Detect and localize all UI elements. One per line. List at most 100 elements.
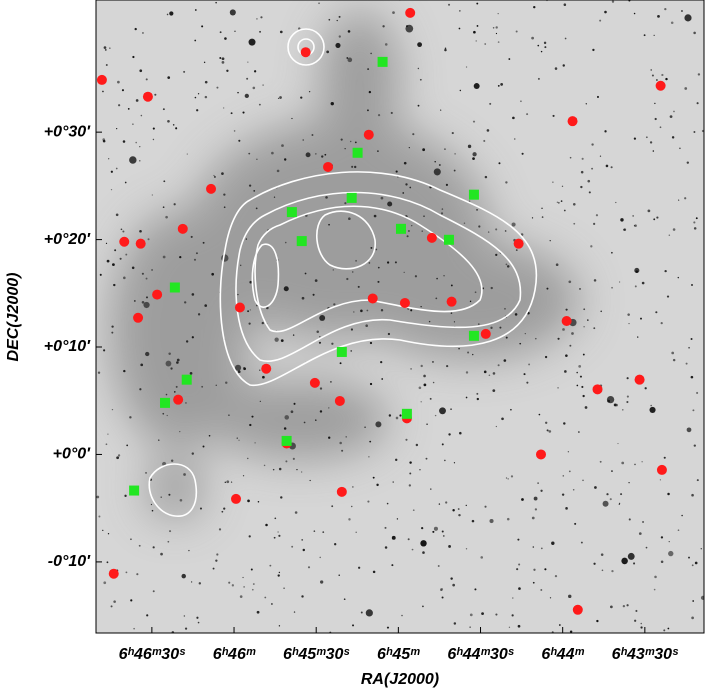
star [123,369,126,373]
star [406,235,409,238]
star [291,545,294,548]
circle-point [135,238,146,249]
star [691,616,694,620]
star [372,476,375,479]
star [471,519,475,523]
sky-image [96,0,704,633]
star [511,222,516,227]
star [435,297,438,300]
star [655,311,658,314]
star [276,169,280,173]
star [409,461,412,464]
star [609,498,612,501]
star [420,364,423,368]
star [360,611,363,614]
star [472,120,476,123]
circle-point [446,296,457,307]
star [467,351,470,354]
star [340,138,343,141]
star [626,377,629,380]
star [524,332,526,335]
star [422,551,425,554]
star [219,31,222,34]
star [110,170,113,173]
star [228,581,231,584]
circle-point [96,74,107,85]
star [678,199,680,201]
star [145,296,149,299]
star [179,255,182,259]
star [352,486,354,488]
star [652,150,655,152]
star [117,454,121,457]
star [190,235,193,238]
star [134,27,137,31]
star [122,230,125,233]
star [126,444,129,447]
star [319,387,323,390]
star [162,255,166,259]
star [604,130,607,133]
star [645,546,648,549]
star [410,309,413,312]
star [293,402,296,405]
star [185,340,189,343]
star [561,185,564,188]
star [130,599,133,602]
star [234,30,236,32]
star [433,168,441,176]
star [440,109,442,111]
star [667,627,670,630]
star [380,360,383,364]
star [344,202,347,205]
star [234,364,242,371]
star [621,461,625,465]
x-tick-label: 6ʰ43ᵐ30ˢ [612,646,679,663]
star [197,93,200,95]
star [409,186,412,189]
star [199,507,203,510]
star [700,548,702,550]
star [294,511,298,514]
star [280,339,284,343]
star [146,614,149,617]
star [565,354,568,357]
star [428,320,431,323]
star [691,493,694,497]
star [329,380,332,383]
star [284,241,287,244]
star [377,266,380,269]
star [501,417,504,421]
star [457,508,460,510]
star [313,530,316,532]
star [191,293,195,296]
star [176,358,180,362]
star [370,246,373,249]
star [414,275,418,278]
star [113,600,116,603]
star [273,536,276,539]
star [650,404,653,407]
star [259,400,261,403]
star [533,5,536,9]
star [110,189,113,191]
circle-point [234,302,245,313]
star [419,78,422,81]
star [248,322,251,325]
star [108,158,110,160]
star [497,84,500,87]
y-axis-label: DEC(J2000) [5,273,22,362]
star [677,276,680,279]
star [412,509,415,511]
star [392,11,395,14]
star [495,32,498,35]
star [588,191,591,194]
star [417,104,420,107]
star [346,277,349,281]
star [410,368,412,370]
star [277,574,280,577]
star [425,457,428,460]
star [377,280,380,283]
star [394,261,397,264]
star [666,295,670,298]
